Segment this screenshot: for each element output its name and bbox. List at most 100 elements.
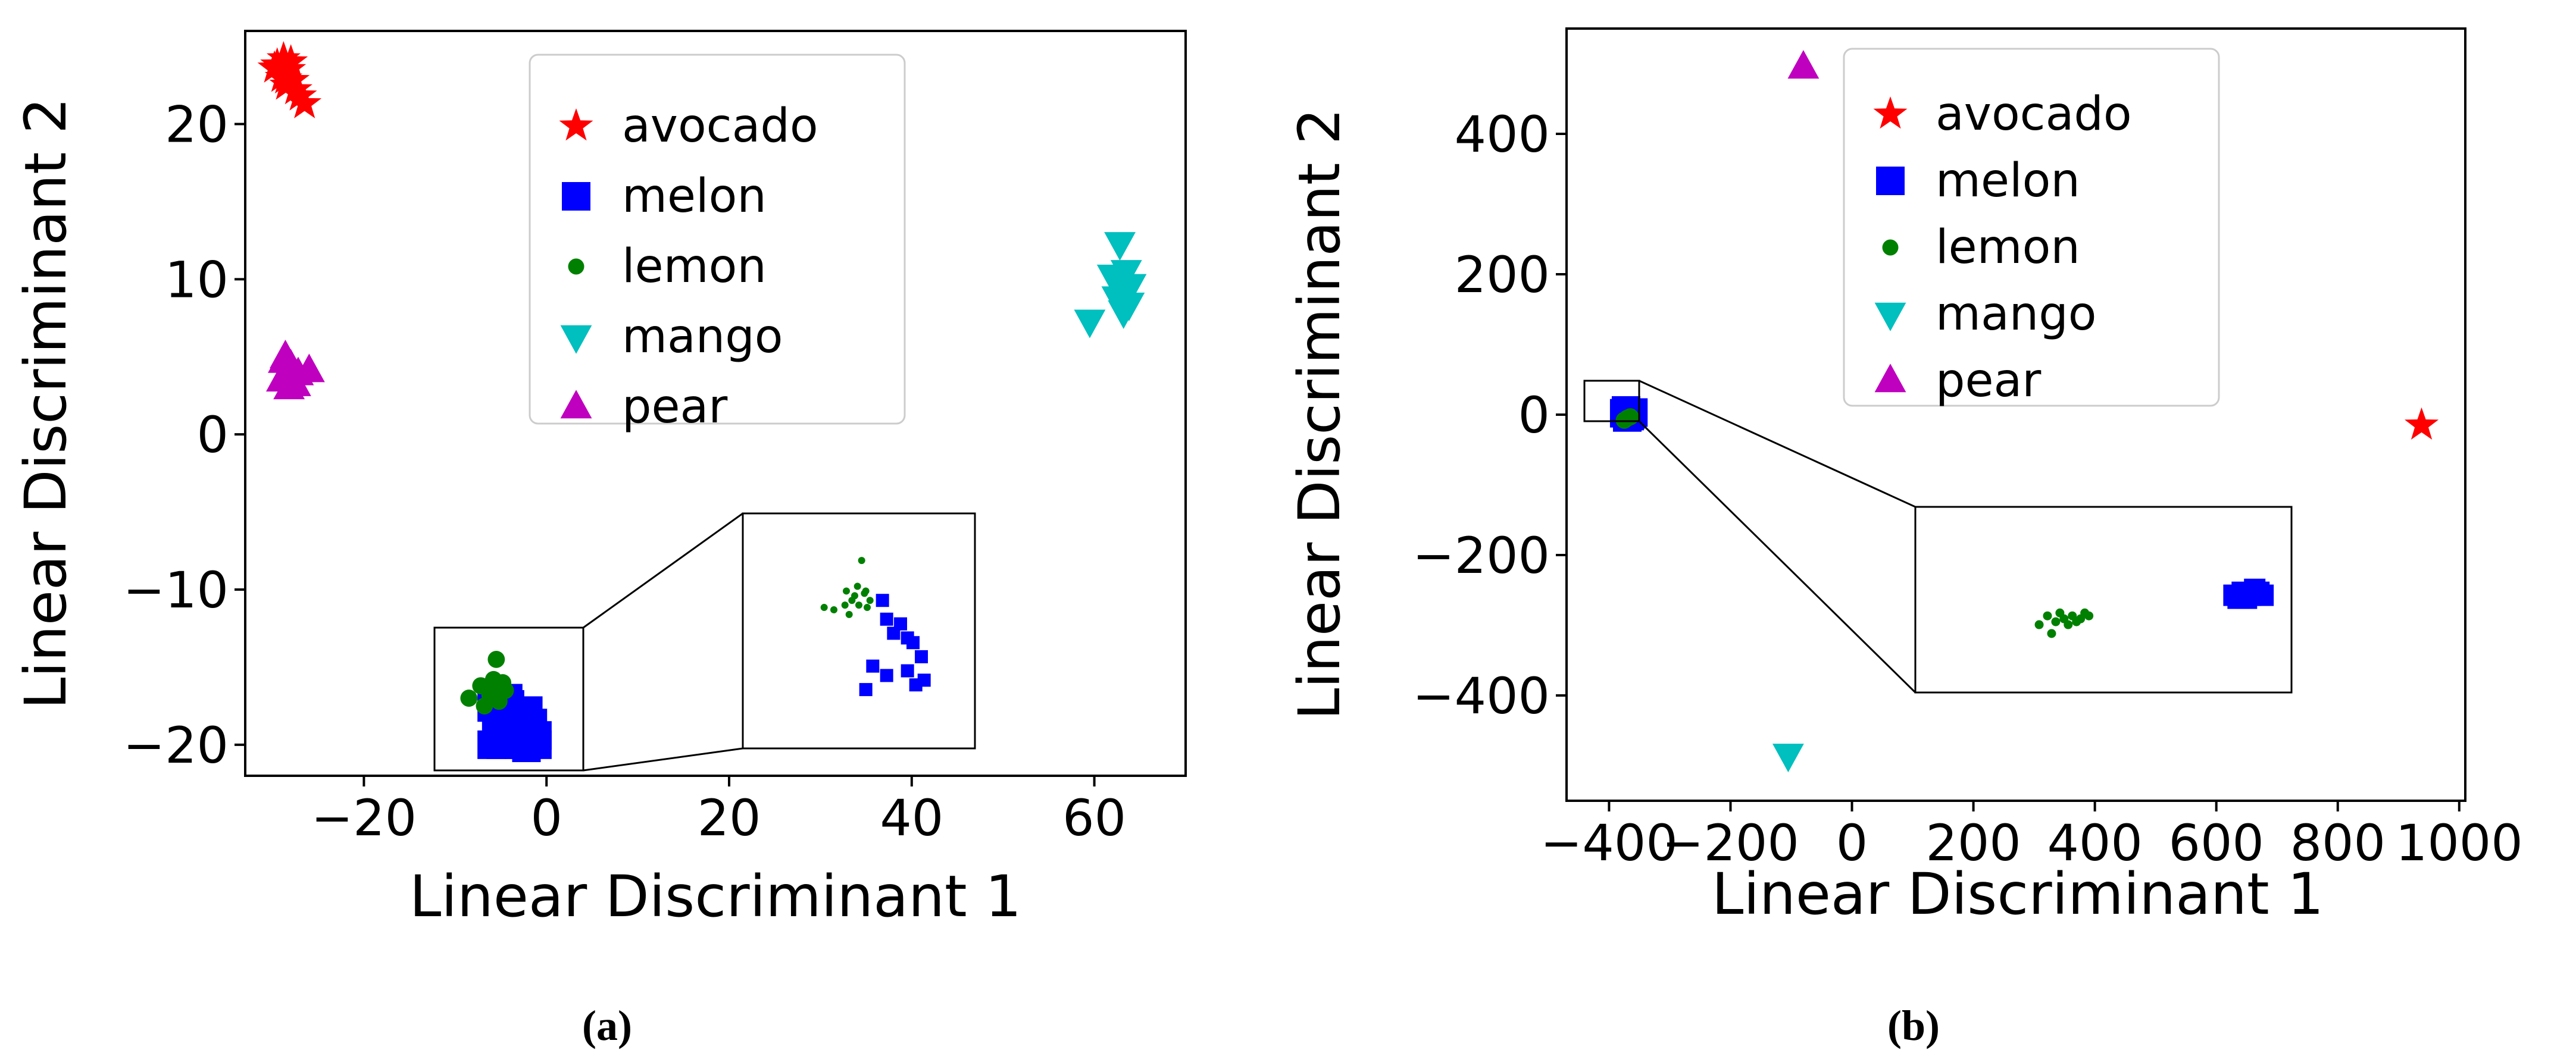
avocado-point (283, 78, 317, 111)
inset-melon-point (866, 659, 880, 673)
lemon-point (483, 678, 501, 696)
inset-lemon-point (2034, 620, 2044, 629)
x-tick-label: 800 (2290, 814, 2386, 872)
x-tick-label: 0 (1836, 814, 1868, 872)
melon-point (512, 734, 541, 763)
inset-lemon-point (2043, 611, 2052, 620)
inset-melon-point (906, 636, 920, 650)
lemon-point (487, 650, 505, 668)
inset-lemon-point (858, 557, 865, 565)
inset-lemon-point (848, 597, 856, 604)
inset-lemon-point (855, 601, 862, 609)
pear-point (268, 344, 299, 373)
panel-a-legend: avocado melon lemon mango pear (529, 54, 906, 434)
inset-lemon-point (864, 604, 871, 612)
legend-pear-label: pear (1936, 354, 2042, 408)
lemon-point (460, 690, 478, 707)
panel-b-zoom-inset-points (2034, 578, 2274, 638)
legend-melon-symbol (562, 182, 590, 211)
legend-pear-label: pear (622, 380, 728, 434)
lemon-point (496, 682, 514, 699)
x-tick-label: 60 (1062, 789, 1126, 847)
inset-lemon-point (866, 597, 874, 604)
mango-point (1104, 232, 1136, 261)
legend-mango-symbol (1874, 302, 1906, 331)
x-tick-label: 1000 (2396, 814, 2523, 872)
panel-a-y-axis-label: Linear Discriminant 2 (12, 98, 79, 709)
panel-a-zoom-connector-bottom (583, 747, 743, 772)
x-tick-label: 40 (880, 789, 943, 847)
mango-point (1099, 269, 1131, 298)
y-tick-label: −200 (1412, 526, 1550, 585)
lemon-point (476, 697, 493, 715)
lemon-point (1621, 408, 1639, 425)
mango-point (1108, 300, 1140, 329)
inset-melon-point (915, 650, 928, 663)
inset-lemon-point (2047, 629, 2056, 638)
avocado-point (278, 72, 312, 105)
legend-pear-symbol (560, 390, 592, 419)
y-tick-label: 0 (1518, 386, 1550, 444)
inset-melon-point (859, 683, 873, 697)
inset-melon-point (901, 664, 914, 678)
panel-a-x-axis-label: Linear Discriminant 1 (409, 863, 1021, 930)
y-tick-label: −20 (123, 716, 229, 775)
inset-melon-point (887, 626, 901, 640)
avocado-point (268, 61, 302, 94)
panel-a-zoom-inset-points (820, 557, 931, 697)
x-tick-label: −200 (1662, 814, 1799, 872)
x-tick-label: −20 (311, 789, 417, 847)
panel-b-legend-box (1843, 48, 2220, 407)
y-tick-label: −10 (123, 561, 229, 619)
legend-melon-symbol (1876, 167, 1905, 195)
legend-lemon-label: lemon (622, 240, 767, 293)
y-tick-label: 0 (197, 406, 229, 464)
panel-b-zoom-connector-top (1639, 380, 1916, 508)
panel-b-legend: avocado melon lemon mango pear (1843, 48, 2220, 408)
panel-b-y-axis-label: Linear Discriminant 2 (1286, 108, 1353, 720)
y-tick-label: 200 (1455, 246, 1550, 304)
pear-point (1787, 50, 1820, 79)
inset-lemon-point (2051, 617, 2061, 626)
panel-a-ticks: −20 0 20 40 60 −20 −10 0 10 20 (123, 96, 1126, 848)
avocado-point (274, 44, 308, 77)
y-tick-label: 20 (165, 96, 229, 154)
legend-lemon-symbol (1882, 239, 1899, 256)
legend-avocado-label: avocado (622, 99, 818, 153)
avocado-point (287, 86, 322, 118)
inset-lemon-point (843, 587, 850, 595)
x-tick-label: 200 (1925, 814, 2021, 872)
legend-pear-symbol (1874, 363, 1906, 393)
legend-melon-label: melon (1936, 154, 2080, 208)
inset-lemon-point (854, 582, 861, 590)
panel-a-zoom-connector-top (583, 512, 743, 629)
y-tick-label: 10 (165, 250, 229, 309)
x-tick-label: −400 (1540, 814, 1678, 872)
panel-b-zoom-connector-bottom (1638, 420, 1917, 694)
inset-melon-point (876, 594, 889, 607)
pear-point (279, 367, 311, 396)
x-tick-label: 0 (530, 789, 562, 847)
legend-mango-label: mango (622, 310, 783, 363)
inset-melon-point (880, 612, 893, 626)
inset-melon-point (917, 673, 931, 687)
x-tick-label: 600 (2169, 814, 2264, 872)
inset-melon-point (2252, 584, 2274, 606)
legend-mango-symbol (560, 325, 592, 354)
panel-a-chart: −20 0 20 40 60 −20 −10 0 10 20 avocado melon lemon m… (12, 30, 1187, 1049)
inset-lemon-point (2084, 611, 2094, 620)
inset-lemon-point (841, 601, 849, 609)
mango-point (1772, 744, 1804, 773)
y-tick-label: 400 (1455, 105, 1550, 164)
panel-b-points (1609, 50, 2439, 773)
panel-a-legend-box (529, 54, 906, 425)
panel-b-x-axis-label: Linear Discriminant 1 (1712, 861, 2324, 927)
inset-lemon-point (861, 590, 868, 597)
x-tick-label: 400 (2047, 814, 2142, 872)
inset-melon-point (880, 669, 893, 682)
panel-b-chart: −400−200 0 200 400 600 800 1000−400−2000200400… (1286, 27, 2523, 1049)
inset-lemon-point (820, 604, 828, 612)
panel-a-zoom-region-box (433, 626, 584, 772)
